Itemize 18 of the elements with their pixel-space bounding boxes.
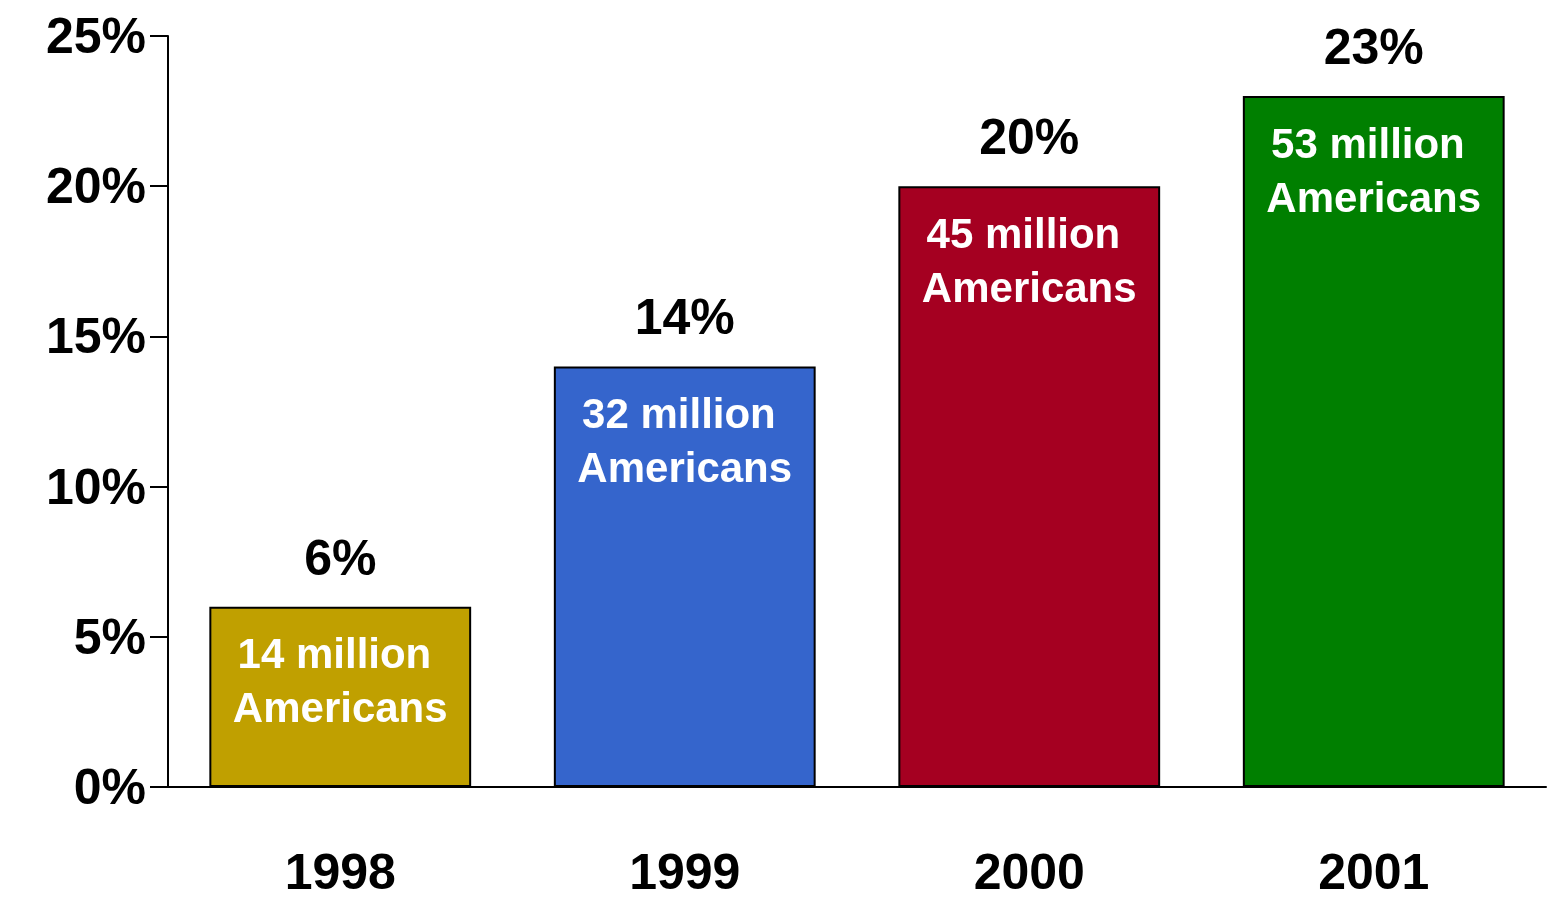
data-label: 23% xyxy=(1323,19,1424,76)
x-tick-label: 2001 xyxy=(1318,844,1430,900)
x-tick-label: 2000 xyxy=(973,844,1085,900)
y-tick-label: 5% xyxy=(73,608,146,665)
annotation: 53 million Americans xyxy=(1266,119,1482,221)
y-tick-label: 20% xyxy=(45,158,146,215)
y-tick-label: 25% xyxy=(45,8,146,64)
x-tick-label: 1998 xyxy=(284,844,396,900)
x-tick-label: 1999 xyxy=(629,844,741,900)
y-tick-label: 10% xyxy=(45,458,146,515)
annotation: 14 million Americans xyxy=(232,630,448,732)
y-tick-label: 15% xyxy=(45,308,146,365)
data-label: 6% xyxy=(304,529,377,586)
data-label: 14% xyxy=(634,289,735,346)
data-label: 20% xyxy=(979,109,1080,166)
y-tick-label: 0% xyxy=(73,759,146,815)
annotation: 32 million Americans xyxy=(577,389,793,491)
annotation: 45 million Americans xyxy=(921,209,1137,311)
